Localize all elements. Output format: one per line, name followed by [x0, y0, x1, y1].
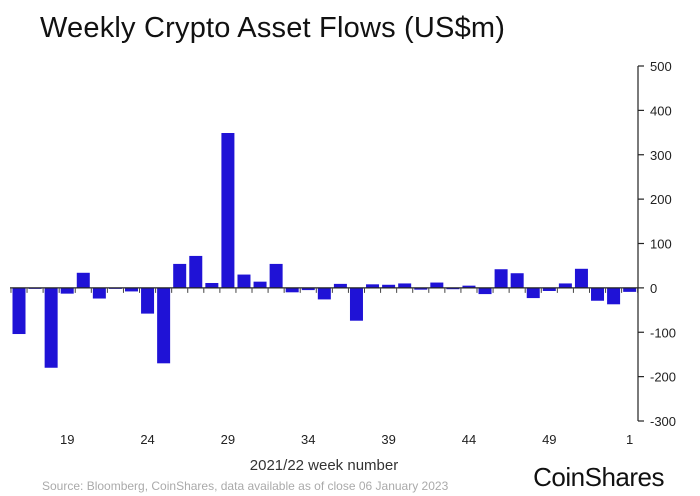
y-tick-label: -300	[650, 414, 676, 429]
bar-week-40	[398, 283, 412, 288]
bar-week-23	[124, 287, 138, 292]
bar-week-24	[141, 287, 155, 314]
y-tick-label: 0	[650, 281, 657, 296]
y-tick-label: -200	[650, 370, 676, 385]
bar-week-48	[526, 287, 540, 299]
bar-week-19	[60, 287, 74, 294]
bar-week-46	[494, 269, 508, 288]
x-tick-label: 44	[462, 432, 476, 447]
y-tick-label: -100	[650, 325, 676, 340]
bar-week-16	[12, 287, 26, 335]
bar-week-38	[366, 284, 380, 288]
bar-week-53	[607, 287, 621, 305]
x-tick-label: 34	[301, 432, 315, 447]
bar-week-51	[574, 268, 588, 288]
x-tick-label: 1	[626, 432, 633, 447]
bar-week-34	[301, 287, 315, 291]
bar-week-33	[285, 287, 299, 293]
y-tick-label: 200	[650, 192, 672, 207]
bar-week-32	[269, 263, 283, 288]
bar-week-49	[542, 287, 556, 291]
bar-week-42	[430, 282, 444, 288]
bar-week-52	[591, 287, 605, 301]
bar-week-26	[173, 263, 187, 288]
bar-week-35	[317, 287, 331, 300]
x-tick-label: 19	[60, 432, 74, 447]
bar-week-44	[462, 285, 476, 288]
bar-week-20	[76, 272, 90, 288]
bar-week-47	[510, 273, 524, 288]
bar-week-45	[478, 287, 492, 295]
source-note: Source: Bloomberg, CoinShares, data avai…	[42, 479, 449, 493]
x-tick-label: 24	[140, 432, 154, 447]
bar-week-27	[189, 255, 203, 288]
y-tick-label: 400	[650, 103, 672, 118]
y-tick-label: 100	[650, 237, 672, 252]
bar-week-41	[414, 287, 428, 290]
x-axis-label: 2021/22 week number	[249, 457, 399, 474]
bar-week-28	[205, 282, 219, 288]
bar-week-50	[558, 283, 572, 288]
bar-week-29	[221, 133, 235, 288]
bar-week-43	[446, 287, 460, 290]
bar-week-39	[382, 284, 396, 288]
bar-week-18	[44, 287, 58, 368]
chart-title: Weekly Crypto Asset Flows (US$m)	[40, 12, 506, 44]
bar-week-31	[253, 281, 267, 288]
bar-week-25	[157, 287, 171, 364]
bar-chart: 500 400 300 200 100 0 -100 -200 -300 19 24 29 34 39 44…	[10, 59, 676, 447]
bar-week-30	[237, 274, 251, 288]
x-tick-label: 49	[542, 432, 556, 447]
bar-week-37	[349, 287, 363, 321]
bar-week-21	[92, 287, 106, 299]
bar-week-36	[333, 283, 347, 288]
bar-week-1	[623, 287, 637, 292]
y-tick-label: 300	[650, 148, 672, 163]
y-tick-label: 500	[650, 59, 672, 74]
x-tick-label: 39	[381, 432, 395, 447]
coinshares-logo: CoinShares	[533, 462, 664, 492]
x-tick-label: 29	[221, 432, 235, 447]
